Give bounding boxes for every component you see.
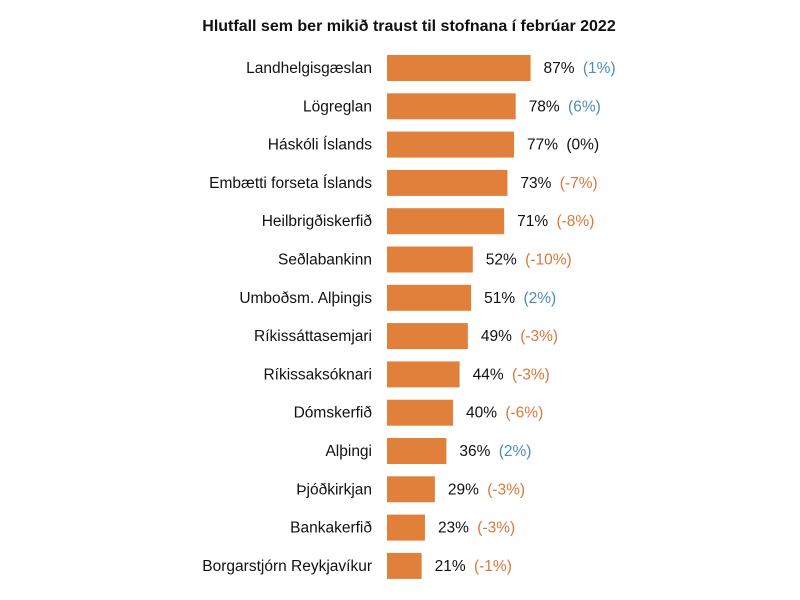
category-label: Lögreglan (303, 98, 372, 115)
value-label: 23% (438, 520, 473, 537)
change-label: (6%) (568, 98, 601, 115)
value-label: 52% (486, 252, 521, 269)
value-label: 29% (448, 481, 483, 498)
category-label: Þjóðkirkjan (296, 481, 372, 498)
change-label: (2%) (499, 443, 532, 460)
data-label: 51% (2%) (484, 290, 556, 307)
bar (387, 93, 516, 120)
bar (387, 323, 468, 350)
value-label: 44% (473, 366, 508, 383)
change-label: (-8%) (556, 213, 594, 230)
data-label: 23% (-3%) (438, 520, 515, 537)
bar (387, 208, 505, 235)
change-label: (-3%) (487, 481, 525, 498)
value-label: 40% (466, 405, 501, 422)
change-label: (-3%) (477, 520, 515, 537)
category-label: Borgarstjórn Reykjavíkur (202, 558, 372, 575)
category-label: Dómskerfið (294, 405, 373, 422)
bar (387, 552, 422, 579)
category-label: Embætti forseta Íslands (209, 175, 372, 192)
category-label: Ríkissaksóknari (263, 366, 372, 383)
category-label: Háskóli Íslands (268, 137, 372, 154)
change-label: (-1%) (474, 558, 512, 575)
change-label: (-6%) (505, 405, 543, 422)
data-label: 40% (-6%) (466, 405, 543, 422)
bar (387, 284, 472, 311)
change-label: (-3%) (520, 328, 558, 345)
bar (387, 55, 531, 81)
bar (387, 399, 453, 426)
data-label: 78% (6%) (529, 98, 601, 115)
bar (387, 131, 515, 158)
data-label: 44% (-3%) (473, 366, 550, 383)
value-label: 78% (529, 98, 564, 115)
bar (387, 514, 425, 541)
data-label: 52% (-10%) (486, 252, 572, 269)
bar (387, 361, 460, 388)
category-label: Umboðsm. Alþingis (239, 290, 372, 307)
data-label: 29% (-3%) (448, 481, 525, 498)
category-label: Ríkissáttasemjari (254, 328, 372, 345)
bar (387, 169, 508, 196)
data-label: 87% (1%) (544, 60, 616, 77)
data-label: 71% (-8%) (517, 213, 594, 230)
value-label: 21% (435, 558, 470, 575)
category-label: Alþingi (325, 443, 372, 460)
value-label: 51% (484, 290, 519, 307)
data-label: 77% (0%) (527, 137, 599, 154)
value-label: 77% (527, 137, 562, 154)
category-label: Bankakerfið (290, 520, 372, 537)
category-label: Seðlabankinn (278, 252, 372, 269)
data-label: 36% (2%) (459, 443, 531, 460)
change-label: (0%) (566, 137, 599, 154)
change-label: (-7%) (560, 175, 598, 192)
value-label: 73% (520, 175, 555, 192)
change-label: (1%) (583, 60, 616, 77)
change-label: (-3%) (512, 366, 550, 383)
data-label: 49% (-3%) (481, 328, 558, 345)
value-label: 49% (481, 328, 516, 345)
value-label: 71% (517, 213, 552, 230)
category-label: Landhelgisgæslan (246, 60, 372, 77)
chart-title: Hlutfall sem ber mikið traust til stofna… (202, 18, 616, 35)
category-label: Heilbrigðiskerfið (262, 213, 373, 230)
value-label: 87% (544, 60, 579, 77)
change-label: (-10%) (525, 252, 572, 269)
bar (387, 438, 447, 464)
bar (387, 476, 435, 503)
change-label: (2%) (523, 290, 556, 307)
data-label: 73% (-7%) (520, 175, 597, 192)
data-label: 21% (-1%) (435, 558, 512, 575)
bar (387, 246, 473, 273)
value-label: 36% (459, 443, 494, 460)
